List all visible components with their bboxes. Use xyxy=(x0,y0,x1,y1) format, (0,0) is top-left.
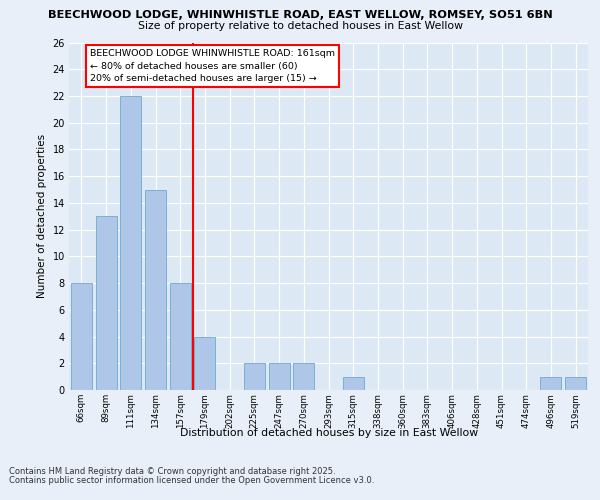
Bar xyxy=(120,96,141,390)
Bar xyxy=(269,364,290,390)
Bar xyxy=(95,216,116,390)
Y-axis label: Number of detached properties: Number of detached properties xyxy=(37,134,47,298)
Bar xyxy=(194,336,215,390)
Bar xyxy=(71,283,92,390)
Text: Distribution of detached houses by size in East Wellow: Distribution of detached houses by size … xyxy=(180,428,478,438)
Text: Contains HM Land Registry data © Crown copyright and database right 2025.: Contains HM Land Registry data © Crown c… xyxy=(9,467,335,476)
Bar xyxy=(145,190,166,390)
Bar xyxy=(293,364,314,390)
Bar xyxy=(170,283,191,390)
Text: Size of property relative to detached houses in East Wellow: Size of property relative to detached ho… xyxy=(137,21,463,31)
Text: BEECHWOOD LODGE, WHINWHISTLE ROAD, EAST WELLOW, ROMSEY, SO51 6BN: BEECHWOOD LODGE, WHINWHISTLE ROAD, EAST … xyxy=(47,10,553,20)
Bar xyxy=(541,376,562,390)
Bar xyxy=(565,376,586,390)
Text: Contains public sector information licensed under the Open Government Licence v3: Contains public sector information licen… xyxy=(9,476,374,485)
Bar xyxy=(244,364,265,390)
Text: BEECHWOOD LODGE WHINWHISTLE ROAD: 161sqm
← 80% of detached houses are smaller (6: BEECHWOOD LODGE WHINWHISTLE ROAD: 161sqm… xyxy=(90,49,335,83)
Bar xyxy=(343,376,364,390)
